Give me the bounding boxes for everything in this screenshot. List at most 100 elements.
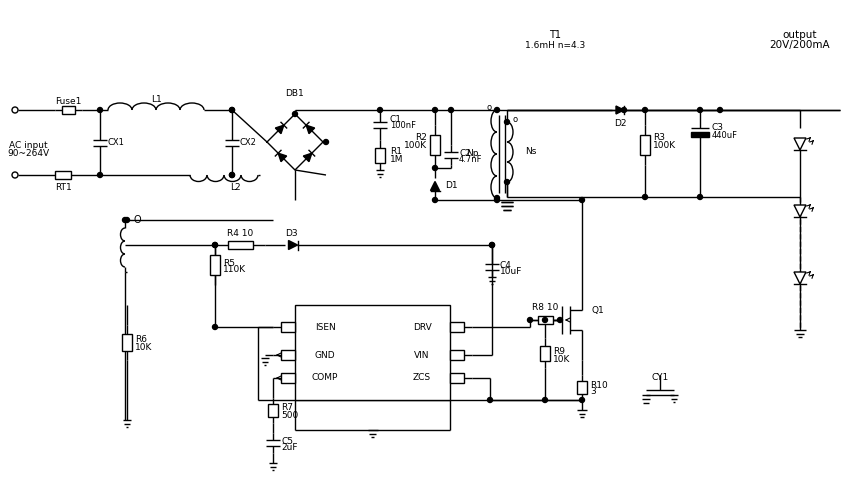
Text: o: o <box>513 115 518 123</box>
Polygon shape <box>306 125 314 134</box>
Text: 100K: 100K <box>653 140 676 150</box>
Text: T1: T1 <box>549 30 561 40</box>
Bar <box>268 404 278 417</box>
Bar <box>691 132 709 137</box>
Bar <box>538 316 552 324</box>
Circle shape <box>448 107 454 112</box>
Polygon shape <box>794 138 806 150</box>
Text: Ns: Ns <box>525 148 536 156</box>
Circle shape <box>212 242 217 247</box>
Circle shape <box>212 324 217 330</box>
Circle shape <box>495 107 499 112</box>
Text: 10K: 10K <box>553 354 570 363</box>
Text: 20V/200mA: 20V/200mA <box>770 40 831 50</box>
Bar <box>55 171 71 179</box>
Bar <box>281 322 295 332</box>
Bar <box>540 346 550 361</box>
Text: 90~264V: 90~264V <box>7 149 49 157</box>
Circle shape <box>580 197 584 202</box>
Circle shape <box>543 318 547 322</box>
Bar <box>210 255 220 275</box>
Text: D2: D2 <box>613 120 626 128</box>
Bar <box>450 373 464 383</box>
Circle shape <box>527 318 533 322</box>
Text: 100nF: 100nF <box>390 121 416 131</box>
Text: ZCS: ZCS <box>413 374 431 382</box>
Text: R9: R9 <box>553 348 565 357</box>
Circle shape <box>432 166 437 170</box>
Text: R5: R5 <box>223 258 235 268</box>
Circle shape <box>123 217 127 223</box>
Circle shape <box>488 397 492 403</box>
Bar <box>640 135 650 155</box>
Text: Q1: Q1 <box>592 305 605 315</box>
Text: C4: C4 <box>500 260 512 270</box>
Text: C1: C1 <box>390 116 402 124</box>
Circle shape <box>643 107 648 112</box>
Text: C3: C3 <box>712 123 724 133</box>
Bar <box>295 305 450 400</box>
Text: R6: R6 <box>135 335 147 345</box>
Text: RT1: RT1 <box>55 182 71 192</box>
Text: R7: R7 <box>281 404 293 412</box>
Text: output: output <box>783 30 817 40</box>
Text: 1.6mH n=4.3: 1.6mH n=4.3 <box>525 41 585 49</box>
Text: 500: 500 <box>281 410 298 420</box>
Bar <box>450 350 464 360</box>
Text: 1M: 1M <box>390 154 404 164</box>
Text: AC input: AC input <box>9 140 47 150</box>
Circle shape <box>490 242 495 247</box>
Polygon shape <box>276 125 283 134</box>
Text: R1: R1 <box>390 148 402 156</box>
Text: R3: R3 <box>653 134 665 142</box>
Circle shape <box>229 107 235 112</box>
Text: R4 10: R4 10 <box>227 229 253 239</box>
Text: Fuse1: Fuse1 <box>55 97 82 106</box>
Circle shape <box>490 242 495 247</box>
Circle shape <box>580 397 584 403</box>
Text: DRV: DRV <box>412 322 431 332</box>
Circle shape <box>698 195 703 199</box>
Text: CX2: CX2 <box>240 138 257 147</box>
Text: D3: D3 <box>284 229 297 239</box>
Text: o: o <box>486 103 491 111</box>
Circle shape <box>622 107 626 112</box>
Circle shape <box>98 107 102 112</box>
Polygon shape <box>616 106 624 114</box>
Polygon shape <box>303 153 312 162</box>
Circle shape <box>432 197 437 202</box>
Text: R10: R10 <box>590 380 608 390</box>
Text: 110K: 110K <box>223 266 247 274</box>
Circle shape <box>643 195 648 199</box>
Text: COMP: COMP <box>312 374 338 382</box>
Circle shape <box>504 180 509 184</box>
Bar <box>122 334 132 351</box>
Text: DB1: DB1 <box>286 89 304 97</box>
Circle shape <box>293 111 297 117</box>
Bar <box>62 106 76 114</box>
Text: L2: L2 <box>229 182 241 192</box>
Bar <box>281 373 295 383</box>
Circle shape <box>698 107 703 112</box>
Polygon shape <box>289 241 297 249</box>
Polygon shape <box>278 153 287 162</box>
Bar <box>430 135 440 155</box>
Text: C5: C5 <box>281 437 293 445</box>
Text: CX1: CX1 <box>108 138 125 147</box>
Circle shape <box>98 172 102 178</box>
Circle shape <box>229 107 235 112</box>
Circle shape <box>432 107 437 112</box>
Circle shape <box>504 120 509 124</box>
Text: 440uF: 440uF <box>712 131 738 139</box>
Text: 100K: 100K <box>404 140 427 150</box>
Text: R2: R2 <box>415 134 427 142</box>
Circle shape <box>212 242 217 247</box>
Text: 10uF: 10uF <box>500 268 522 276</box>
Circle shape <box>717 107 722 112</box>
Bar <box>228 241 253 249</box>
Bar <box>450 322 464 332</box>
Circle shape <box>125 217 130 223</box>
Polygon shape <box>794 272 806 284</box>
Text: 4.7nF: 4.7nF <box>459 155 483 165</box>
Text: R8 10: R8 10 <box>532 303 558 313</box>
